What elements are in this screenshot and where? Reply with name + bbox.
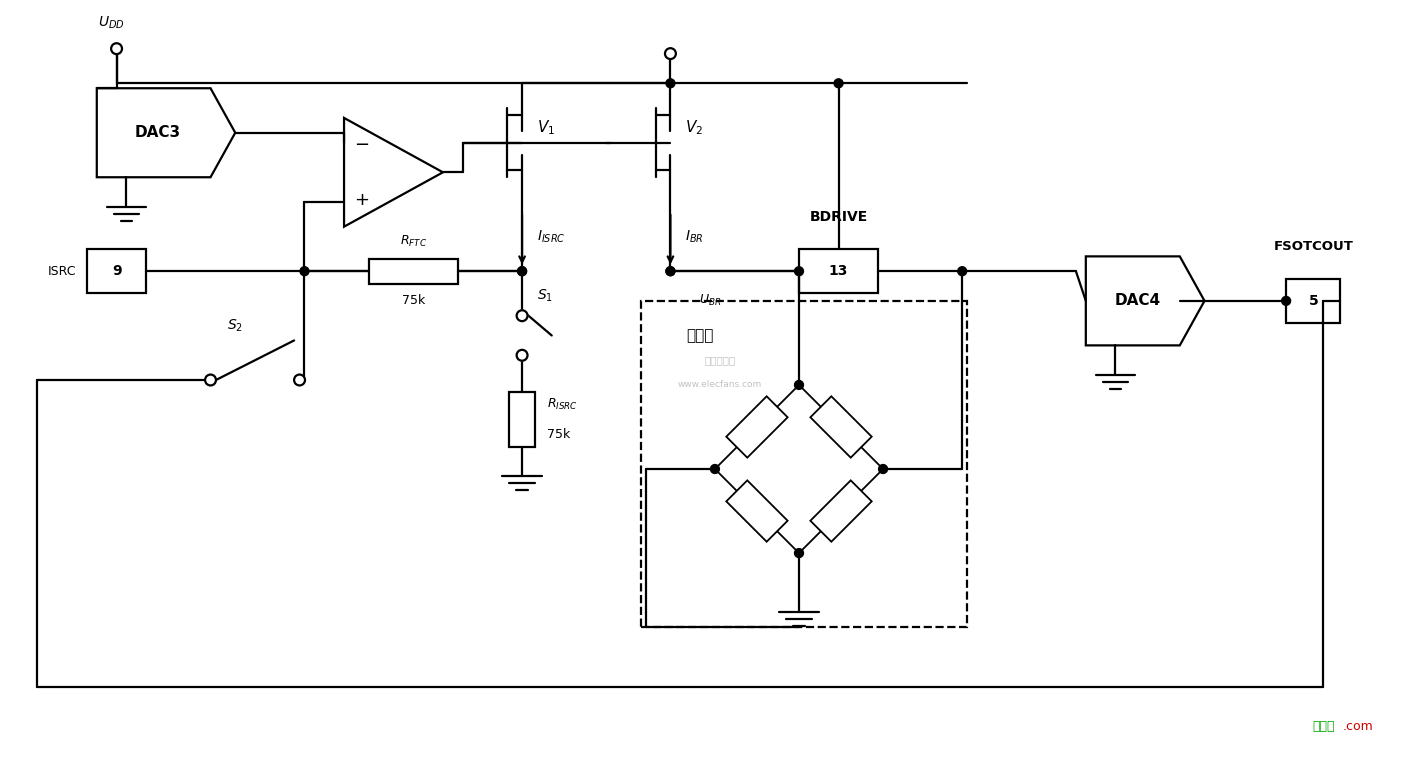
Bar [86, 249, 146, 293]
Circle shape [666, 267, 675, 276]
Circle shape [301, 267, 309, 276]
Text: 75k: 75k [547, 428, 570, 441]
Text: −: − [354, 135, 370, 154]
Text: FSOTCOUT: FSOTCOUT [1273, 240, 1353, 253]
Text: $I_{ISRC}$: $I_{ISRC}$ [537, 229, 566, 245]
Circle shape [794, 267, 804, 276]
Text: DAC3: DAC3 [135, 125, 182, 141]
Circle shape [666, 79, 675, 87]
Circle shape [879, 464, 888, 473]
Circle shape [794, 381, 804, 389]
Text: www.elecfans.com: www.elecfans.com [678, 381, 761, 389]
Text: 13: 13 [830, 264, 848, 278]
Text: 5: 5 [1309, 294, 1319, 308]
Circle shape [710, 464, 719, 473]
Polygon shape [810, 396, 872, 458]
Text: $R_{FTC}$: $R_{FTC}$ [400, 234, 427, 249]
Polygon shape [726, 480, 787, 542]
Text: ISRC: ISRC [48, 264, 77, 277]
Bar [1286, 279, 1340, 323]
Text: .com: .com [1343, 720, 1373, 733]
Text: $U_{BR}$: $U_{BR}$ [699, 293, 722, 309]
Circle shape [111, 43, 122, 54]
Text: 传感器: 传感器 [686, 328, 713, 343]
Bar [798, 249, 878, 293]
Circle shape [834, 79, 844, 87]
Circle shape [516, 310, 527, 321]
Text: 9: 9 [112, 264, 122, 278]
Circle shape [206, 375, 216, 385]
Text: BDRIVE: BDRIVE [810, 210, 868, 223]
Circle shape [957, 267, 967, 276]
Circle shape [518, 267, 526, 276]
Circle shape [794, 549, 804, 558]
Text: $V_1$: $V_1$ [537, 119, 554, 137]
Text: $I_{BR}$: $I_{BR}$ [685, 229, 703, 245]
Circle shape [665, 48, 676, 59]
Circle shape [1282, 296, 1290, 306]
Text: 佳线图: 佳线图 [1312, 720, 1334, 733]
Text: $S_2$: $S_2$ [227, 318, 244, 334]
Polygon shape [810, 480, 872, 542]
Text: 75k: 75k [401, 294, 425, 307]
Text: +: + [354, 191, 369, 209]
Circle shape [518, 267, 526, 276]
Bar [369, 259, 458, 283]
Bar [641, 301, 967, 627]
Bar [509, 392, 535, 447]
Circle shape [516, 350, 527, 361]
Circle shape [294, 375, 305, 385]
Text: 电子发烧友: 电子发烧友 [705, 355, 736, 366]
Circle shape [666, 267, 675, 276]
Polygon shape [726, 396, 787, 458]
Text: $V_2$: $V_2$ [685, 119, 703, 137]
Text: $S_1$: $S_1$ [537, 288, 553, 304]
Text: $R_{ISRC}$: $R_{ISRC}$ [547, 397, 577, 412]
Text: DAC4: DAC4 [1115, 293, 1160, 309]
Text: $U_{DD}$: $U_{DD}$ [98, 14, 125, 31]
